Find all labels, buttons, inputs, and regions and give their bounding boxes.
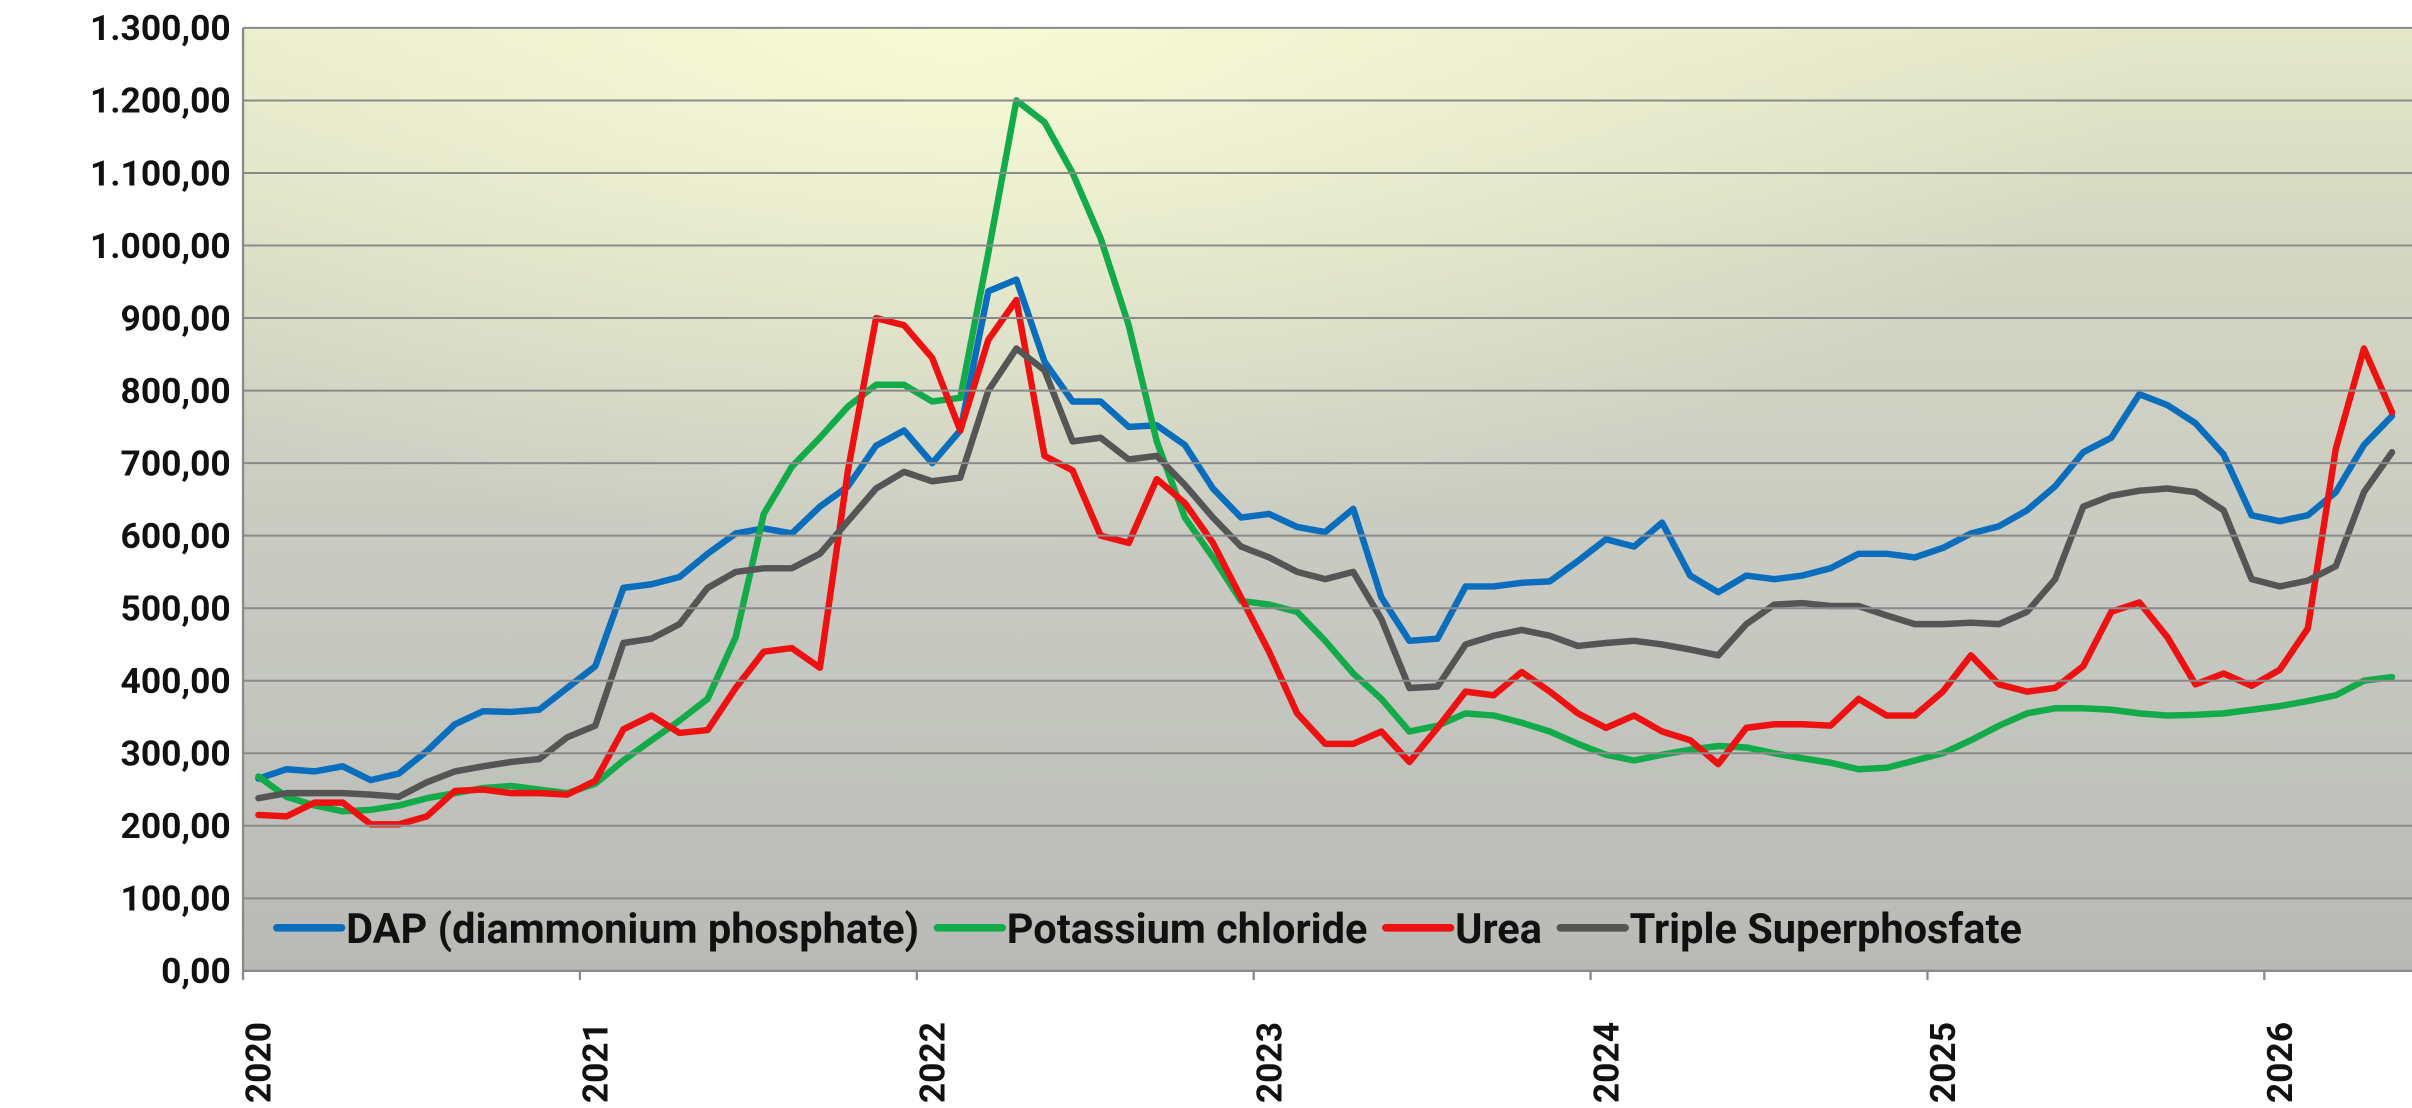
y-tick-label: 700,00 [121,442,231,484]
series-line [255,97,2396,815]
series-line [255,276,2396,784]
y-tick-label: 1.300,00 [90,7,231,49]
y-tick-label: 300,00 [121,733,231,775]
x-tick-label: 2023 [1248,1022,1290,1103]
x-tick-label: 2024 [1585,1022,1627,1103]
y-tick-label: 500,00 [121,588,231,630]
plot-glow [243,27,2412,971]
legend-label: Urea [1455,905,1542,954]
legend-label: Triple Superphosfate [1630,905,2022,954]
y-tick-label: 0,00 [161,950,231,992]
y-tick-label: 1.200,00 [90,80,231,122]
x-tick-label: 2022 [911,1022,953,1103]
series-line [255,345,2396,802]
legend-label: DAP (diammonium phosphate) [346,905,919,954]
x-tick-label: 2020 [238,1022,280,1103]
y-tick-label: 100,00 [121,878,231,920]
y-tick-label: 900,00 [121,297,231,339]
y-tick-label: 1.100,00 [90,152,231,194]
y-tick-label: 400,00 [121,660,231,702]
legend-label: Potassium chloride [1007,905,1368,954]
y-tick-label: 600,00 [121,515,231,557]
x-tick-label: 2021 [575,1022,617,1103]
y-tick-label: 800,00 [121,370,231,412]
x-tick-label: 2026 [2259,1022,2301,1103]
y-tick-label: 200,00 [121,805,231,847]
x-tick-label: 2025 [1922,1022,1964,1103]
series-line [255,296,2396,828]
y-tick-label: 1.000,00 [90,225,231,267]
